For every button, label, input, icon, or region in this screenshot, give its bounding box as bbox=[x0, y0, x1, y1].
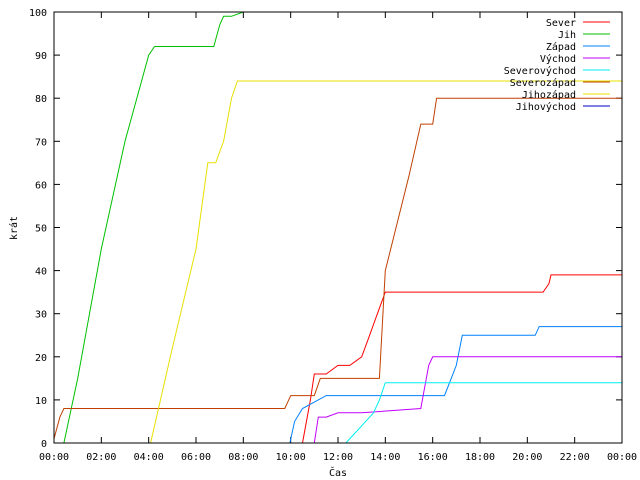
y-tick-label: 90 bbox=[35, 51, 47, 62]
plot-frame bbox=[53, 11, 623, 444]
y-tick-label: 10 bbox=[35, 396, 47, 407]
series-line bbox=[54, 326, 622, 444]
series-line bbox=[54, 274, 622, 444]
series-line bbox=[53, 97, 622, 439]
y-tick-label: 70 bbox=[35, 137, 47, 148]
x-tick-label: 12:00 bbox=[323, 452, 353, 463]
legend-label: Západ bbox=[546, 41, 576, 53]
x-tick-label: 00:00 bbox=[607, 452, 637, 463]
axis-ticks: 00:00 02:00 04:00 06:00 08:00 10:00 12:00 14:00… bbox=[29, 8, 637, 463]
series-lines bbox=[53, 11, 622, 444]
y-tick-label: 0 bbox=[41, 439, 47, 450]
x-tick-label: 08:00 bbox=[228, 452, 258, 463]
x-tick-label: 00:00 bbox=[39, 452, 69, 463]
x-axis-label: Čas bbox=[329, 466, 347, 479]
legend: SeverJihZápadVýchodSeverovýchodSeverozáp… bbox=[504, 18, 610, 113]
x-tick-label: 10:00 bbox=[276, 452, 306, 463]
x-tick-label: 06:00 bbox=[181, 452, 211, 463]
series-line bbox=[54, 11, 244, 444]
legend-label: Sever bbox=[546, 18, 576, 29]
legend-label: Jihovýchod bbox=[516, 101, 576, 113]
y-tick-label: 20 bbox=[35, 353, 47, 364]
y-axis-label: krát bbox=[8, 216, 20, 240]
series-line bbox=[54, 356, 622, 444]
x-tick-label: 04:00 bbox=[134, 452, 164, 463]
y-tick-label: 100 bbox=[29, 8, 47, 19]
x-tick-label: 20:00 bbox=[512, 452, 542, 463]
x-tick-label: 18:00 bbox=[465, 452, 495, 463]
x-tick-label: 22:00 bbox=[560, 452, 590, 463]
y-tick-label: 80 bbox=[35, 94, 47, 105]
y-tick-label: 50 bbox=[35, 224, 47, 235]
series-line bbox=[54, 80, 622, 444]
legend-label: Jihozápad bbox=[522, 89, 576, 101]
series-line bbox=[54, 382, 622, 444]
y-tick-label: 30 bbox=[35, 310, 47, 321]
legend-label: Severozápad bbox=[510, 77, 576, 89]
legend-label: Severovýchod bbox=[504, 65, 576, 77]
x-tick-label: 14:00 bbox=[370, 452, 400, 463]
legend-label: Východ bbox=[540, 53, 576, 65]
x-tick-label: 02:00 bbox=[86, 452, 116, 463]
y-tick-label: 40 bbox=[35, 267, 47, 278]
legend-label: Jih bbox=[558, 30, 576, 41]
x-tick-label: 16:00 bbox=[418, 452, 448, 463]
y-tick-label: 60 bbox=[35, 180, 47, 191]
